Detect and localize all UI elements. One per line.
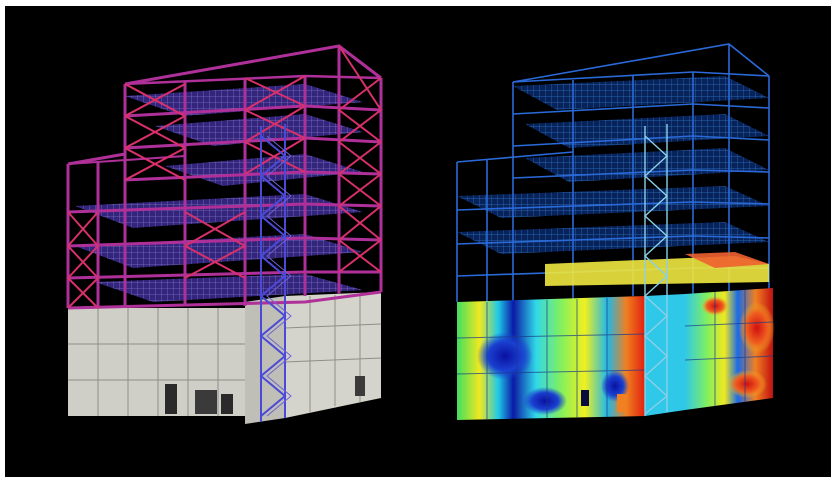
stair-tower	[259, 124, 292, 422]
scene-svg	[66, 43, 775, 424]
right-stress-model	[456, 43, 775, 420]
stair-tower-stress	[643, 124, 669, 416]
stress-contour-walls	[456, 288, 775, 420]
cladding-panels	[68, 292, 382, 424]
render-canvas	[5, 6, 831, 477]
cross-bracing	[67, 45, 382, 309]
left-building-model	[66, 44, 383, 424]
floor-gratings	[75, 84, 363, 302]
steel-frame	[66, 44, 383, 310]
floor-gratings-stress	[457, 76, 769, 254]
